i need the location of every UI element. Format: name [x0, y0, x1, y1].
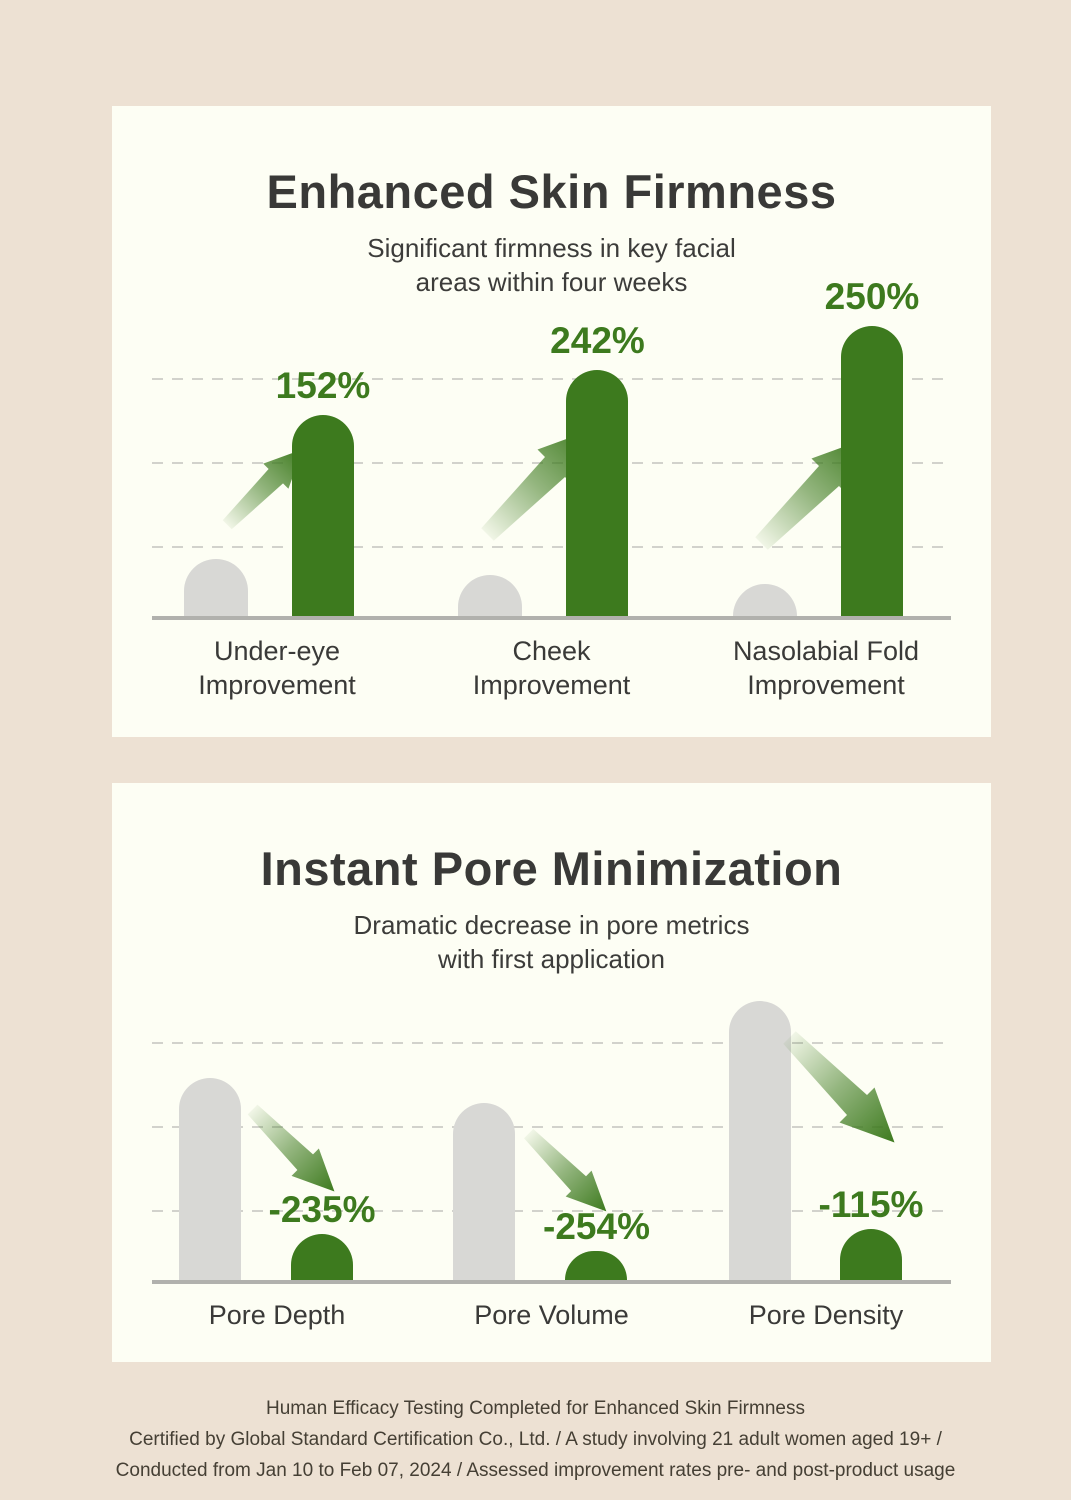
baseline-bar	[178, 1077, 241, 1280]
baseline-bar	[183, 558, 248, 616]
value-label: 152%	[275, 364, 371, 406]
gridline	[152, 1209, 951, 1212]
pore-chart: -235% -254% -115%	[152, 995, 951, 1284]
result-column: -254%	[543, 1206, 650, 1280]
footer-line: Conducted from Jan 10 to Feb 07, 2024 / …	[115, 1459, 956, 1481]
bar-groups: -235% -254% -115%	[152, 995, 951, 1280]
bar-group: 250%	[701, 276, 951, 616]
category-label: Under-eye Improvement	[198, 635, 356, 701]
gridline	[152, 377, 951, 380]
subtitle-line: Significant firmness in key facial	[367, 233, 736, 263]
result-bar	[290, 1233, 353, 1280]
footer-line: Human Efficacy Testing Completed for Enh…	[266, 1398, 805, 1419]
result-bar	[566, 369, 629, 616]
bar-group: -235%	[152, 995, 402, 1280]
value-label: -235%	[268, 1188, 376, 1230]
gridline	[152, 1041, 951, 1044]
category-label: Pore Density	[748, 1299, 904, 1330]
bar-groups: 152% 242% 250%	[152, 276, 951, 616]
baseline-bar	[453, 1102, 516, 1280]
firmness-chart: 152% 242% 250%	[152, 276, 951, 620]
result-column: 242%	[550, 320, 645, 616]
category-label: Nasolabial Fold Improvement	[732, 635, 920, 701]
subtitle-line: with first application	[438, 944, 665, 975]
result-column: -235%	[268, 1188, 376, 1280]
bar-group: 152%	[152, 316, 402, 616]
result-bar	[839, 1228, 902, 1280]
panel-subtitle: Significant firmness in key facial areas…	[112, 231, 991, 300]
pore-panel: Instant Pore Minimization Dramatic decre…	[112, 783, 991, 1362]
trend-down-arrow-icon	[524, 1128, 607, 1211]
subtitle-line: Dramatic decrease in pore metrics	[353, 910, 750, 940]
bar-group: 242%	[427, 316, 677, 616]
result-column: 250%	[824, 275, 920, 616]
value-label: 250%	[824, 275, 920, 317]
category-row: Pore Depth Pore Volume Pore Density	[152, 1298, 951, 1333]
trend-down-arrow-icon	[783, 1030, 895, 1143]
category-label: Pore Volume	[474, 1299, 629, 1330]
trend-down-arrow-icon	[247, 1104, 334, 1192]
baseline-bar	[458, 574, 523, 616]
trend-up-arrow-icon	[222, 448, 303, 529]
panel-subtitle: Dramatic decrease in pore metrics with f…	[112, 908, 991, 977]
footer-disclaimer: Human Efficacy Testing Completed for Enh…	[0, 1394, 1071, 1486]
result-column: -115%	[818, 1183, 924, 1280]
infographic-page: Enhanced Skin Firmness Significant firmn…	[0, 106, 1071, 1486]
trend-up-arrow-icon	[755, 438, 867, 550]
panel-title: Enhanced Skin Firmness	[266, 165, 837, 218]
category-label: Pore Depth	[208, 1299, 346, 1330]
gridline	[152, 1125, 951, 1128]
gridline	[152, 545, 951, 548]
value-label: -115%	[818, 1183, 924, 1225]
panel-title: Instant Pore Minimization	[260, 842, 843, 895]
trend-up-arrow-icon	[480, 429, 592, 541]
bar-group: -115%	[701, 995, 951, 1280]
result-bar	[291, 414, 354, 616]
bar-group: -254%	[427, 995, 677, 1280]
baseline-bar	[728, 1000, 791, 1280]
result-column: 152%	[275, 364, 371, 616]
value-label: 242%	[550, 319, 645, 361]
baseline-bar	[732, 583, 797, 616]
subtitle-line: areas within four weeks	[415, 267, 688, 298]
result-bar	[565, 1250, 628, 1280]
category-label: Cheek Improvement	[472, 635, 631, 701]
value-label: -254%	[543, 1205, 650, 1247]
category-row: Under-eye Improvement Cheek Improvement Naso…	[152, 634, 951, 703]
footer-line: Certified by Global Standard Certificati…	[129, 1428, 942, 1450]
firmness-panel: Enhanced Skin Firmness Significant firmn…	[112, 106, 991, 737]
